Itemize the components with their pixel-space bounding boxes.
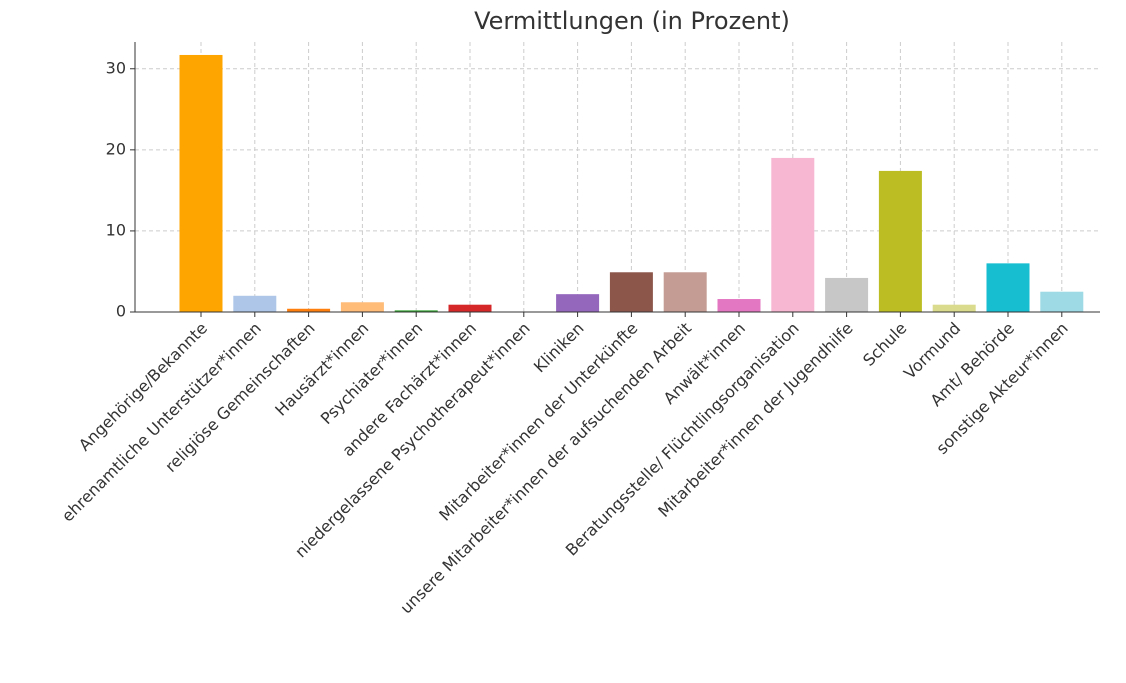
x-tick-label: Mitarbeiter*innen der Unterkünfte <box>435 319 641 525</box>
x-tick-label: Mitarbeiter*innen der Jugendhilfe <box>654 319 856 521</box>
bar <box>233 295 277 312</box>
bar <box>448 304 492 312</box>
bar <box>394 310 438 312</box>
bar <box>878 170 922 312</box>
bar <box>340 302 384 312</box>
bar <box>932 304 976 312</box>
bar <box>179 54 223 313</box>
bar <box>287 308 331 312</box>
bar <box>663 272 707 312</box>
bar <box>556 294 600 312</box>
bar <box>1040 291 1084 312</box>
x-tick-label: Hausärzt*innen <box>271 319 372 420</box>
chart-title: Vermittlungen (in Prozent) <box>474 7 790 35</box>
bar <box>986 263 1030 312</box>
bar <box>609 272 653 312</box>
x-tick-label: Psychiater*innen <box>317 319 426 428</box>
y-tick-label: 30 <box>106 58 126 77</box>
y-tick-label: 20 <box>106 139 126 158</box>
x-tick-label: Schule <box>859 319 910 370</box>
bar <box>717 299 761 312</box>
bar <box>825 277 869 312</box>
y-tick-label: 0 <box>116 302 126 321</box>
x-tick-label: ehrenamtliche Unterstützer*innen <box>58 319 265 526</box>
bar <box>771 157 815 312</box>
y-tick-label: 10 <box>106 220 126 239</box>
